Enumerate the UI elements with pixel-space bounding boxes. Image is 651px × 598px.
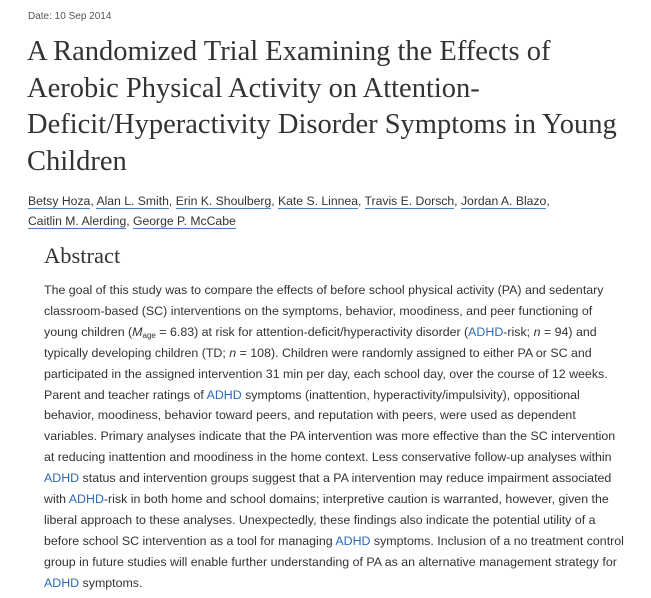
abstract-segment: -risk;	[503, 324, 534, 339]
author-link[interactable]: Jordan A. Blazo	[460, 194, 547, 209]
n-symbol: n	[533, 324, 541, 339]
abstract-segment: symptoms. Inclusion of a no treatment co…	[44, 533, 624, 569]
abstract-segment: = 108). Children were randomly assigned …	[44, 345, 608, 402]
mean-age-symbol: M	[132, 324, 143, 339]
publication-date: Date: 10 Sep 2014	[28, 11, 112, 22]
abstract-segment: status and intervention groups suggest t…	[44, 471, 612, 507]
adhd-link[interactable]: ADHD	[335, 533, 371, 548]
abstract-segment: = 94) and typically developing children …	[44, 324, 597, 360]
abstract-heading: Abstract	[44, 243, 121, 268]
author-link[interactable]: Travis E. Dorsch	[364, 194, 455, 209]
abstract-text: The goal of this study was to compare th…	[44, 280, 628, 594]
author-link[interactable]: Erin K. Shoulberg	[175, 194, 272, 209]
article-title: A Randomized Trial Examining the Effects…	[27, 36, 617, 177]
author-separator: ,	[546, 194, 550, 208]
author-separator: ,	[271, 194, 279, 208]
adhd-link[interactable]: ADHD	[44, 471, 80, 486]
author-link[interactable]: Betsy Hoza	[28, 194, 91, 209]
adhd-link[interactable]: ADHD	[468, 324, 504, 339]
n-symbol: n	[229, 345, 237, 360]
abstract-segment: -risk in both home and school domains; i…	[44, 492, 609, 548]
abstract-segment: symptoms.	[79, 575, 143, 590]
adhd-link[interactable]: ADHD	[68, 492, 104, 507]
author-separator: ,	[126, 213, 134, 228]
author-separator: ,	[90, 194, 97, 208]
author-separator: ,	[168, 194, 176, 208]
author-list: Betsy Hoza, Alan L. Smith, Erin K. Shoul…	[28, 192, 628, 231]
abstract-segment: symptoms (inattention, hyperactivity/imp…	[44, 387, 616, 465]
abstract-segment: The goal of this study was to compare th…	[44, 283, 604, 339]
author-link[interactable]: George P. McCabe	[133, 213, 236, 229]
author-separator: ,	[357, 194, 365, 208]
mean-age-subscript: age	[142, 330, 156, 340]
abstract-segment: = 6.83) at risk for attention-deficit/hy…	[155, 324, 469, 339]
author-link[interactable]: Kate S. Linnea	[278, 194, 358, 209]
author-separator: ,	[454, 194, 461, 208]
author-link[interactable]: Caitlin M. Alerding	[28, 213, 127, 229]
adhd-link[interactable]: ADHD	[206, 387, 242, 402]
author-link[interactable]: Alan L. Smith	[96, 194, 169, 209]
adhd-link[interactable]: ADHD	[44, 575, 80, 590]
